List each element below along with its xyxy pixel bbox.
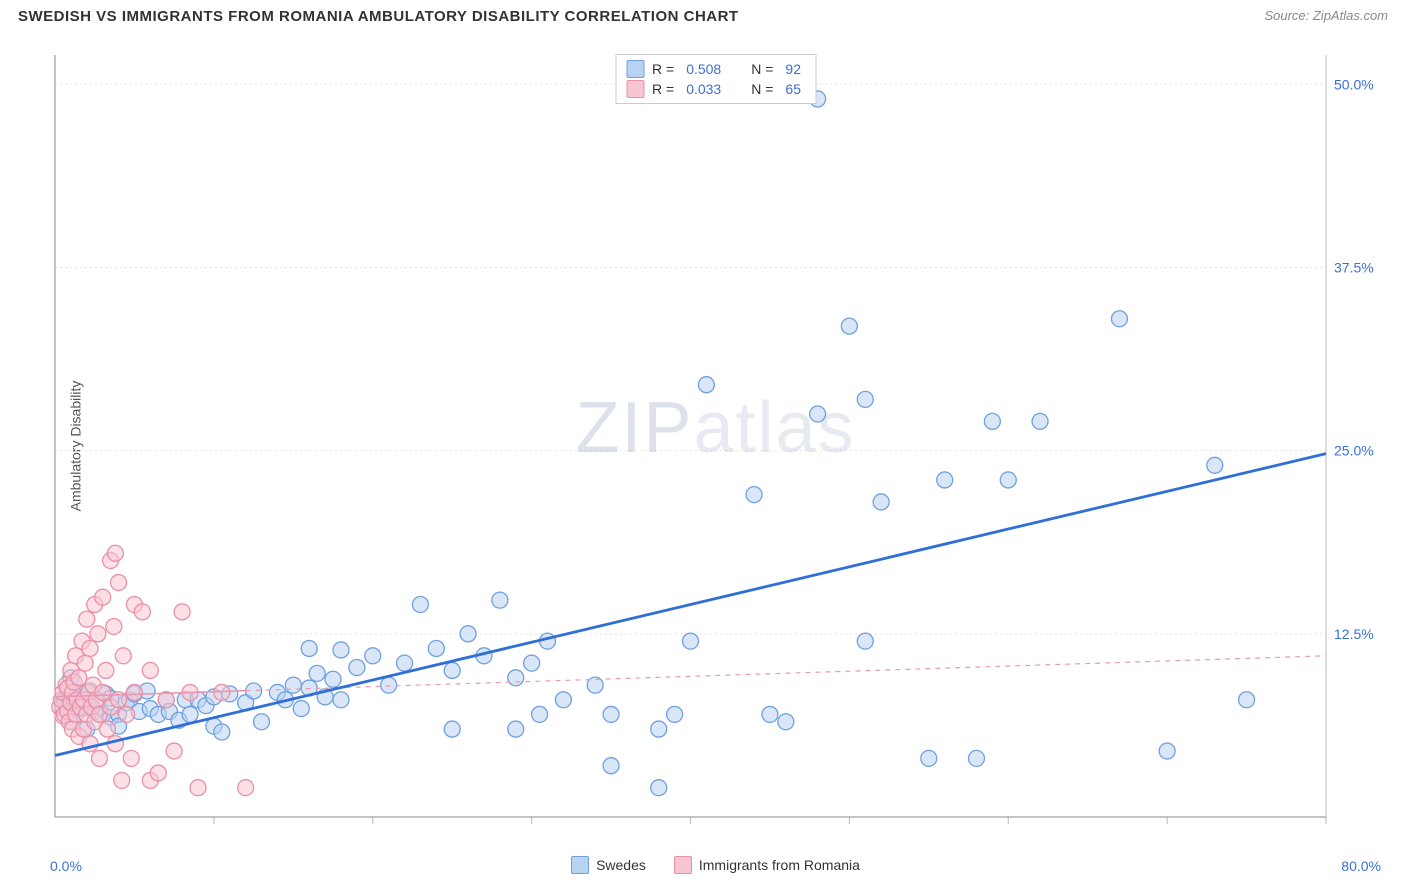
correlation-legend: R = 0.508 N = 92 R = 0.033 N = 65 xyxy=(615,54,816,104)
svg-text:12.5%: 12.5% xyxy=(1334,626,1374,642)
svg-text:37.5%: 37.5% xyxy=(1334,259,1374,275)
series-legend: Swedes Immigrants from Romania xyxy=(50,856,1381,874)
r-value-0: 0.508 xyxy=(686,61,721,77)
r-label-1: R = xyxy=(652,81,674,97)
x-axis-min-label: 0.0% xyxy=(50,858,82,874)
n-label-0: N = xyxy=(751,61,773,77)
scatter-plot-svg: 12.5% 25.0% 37.5% 50.0% xyxy=(50,50,1381,837)
svg-text:25.0%: 25.0% xyxy=(1334,443,1374,459)
legend-swatch-romania xyxy=(674,856,692,874)
legend-swatch-swedes xyxy=(571,856,589,874)
r-label-0: R = xyxy=(652,61,674,77)
svg-text:50.0%: 50.0% xyxy=(1334,76,1374,92)
legend-item-swedes: Swedes xyxy=(571,856,646,874)
swatch-romania xyxy=(626,80,644,98)
legend-row-swedes: R = 0.508 N = 92 xyxy=(626,59,805,79)
r-value-1: 0.033 xyxy=(686,81,721,97)
legend-item-romania: Immigrants from Romania xyxy=(674,856,860,874)
legend-label-romania: Immigrants from Romania xyxy=(699,857,860,873)
n-value-1: 65 xyxy=(785,81,801,97)
chart-header: SWEDISH VS IMMIGRANTS FROM ROMANIA AMBUL… xyxy=(0,0,1406,40)
n-label-1: N = xyxy=(751,81,773,97)
plot-area: 12.5%25.0%37.5%50.0% ZIPatlas R = 0.508 … xyxy=(50,50,1381,837)
legend-label-swedes: Swedes xyxy=(596,857,646,873)
legend-row-romania: R = 0.033 N = 65 xyxy=(626,79,805,99)
swatch-swedes xyxy=(626,60,644,78)
chart-title: SWEDISH VS IMMIGRANTS FROM ROMANIA AMBUL… xyxy=(18,8,739,25)
x-axis-max-label: 80.0% xyxy=(1341,858,1381,874)
chart-source: Source: ZipAtlas.com xyxy=(1264,8,1388,23)
n-value-0: 92 xyxy=(785,61,801,77)
